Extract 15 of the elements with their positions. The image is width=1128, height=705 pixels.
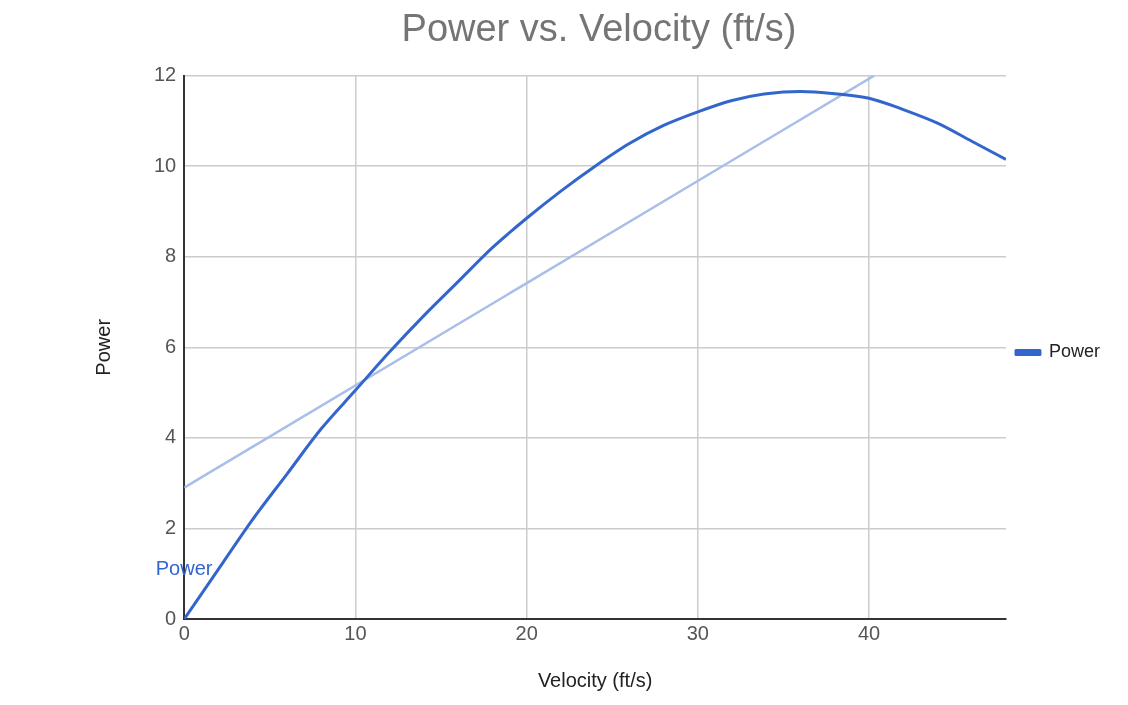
y-tick-label: 0 [165, 606, 177, 629]
x-axis-title: Velocity (ft/s) [537, 668, 653, 691]
x-tick-label: 20 [515, 621, 538, 644]
y-tick-label: 4 [165, 425, 177, 448]
y-tick-label: 2 [165, 515, 177, 538]
y-tick-label: 6 [165, 334, 177, 357]
legend-label: Power [1048, 341, 1101, 362]
y-tick-label: 10 [154, 153, 177, 176]
y-tick-label: 8 [165, 244, 177, 267]
y-tick-label: 12 [154, 63, 177, 86]
x-tick-label: 10 [344, 621, 367, 644]
x-tick-label: 30 [686, 621, 709, 644]
y-axis-title: Power [91, 318, 114, 376]
chart-title: Power vs. Velocity (ft/s) [401, 7, 797, 50]
x-tick-label: 40 [857, 621, 881, 644]
